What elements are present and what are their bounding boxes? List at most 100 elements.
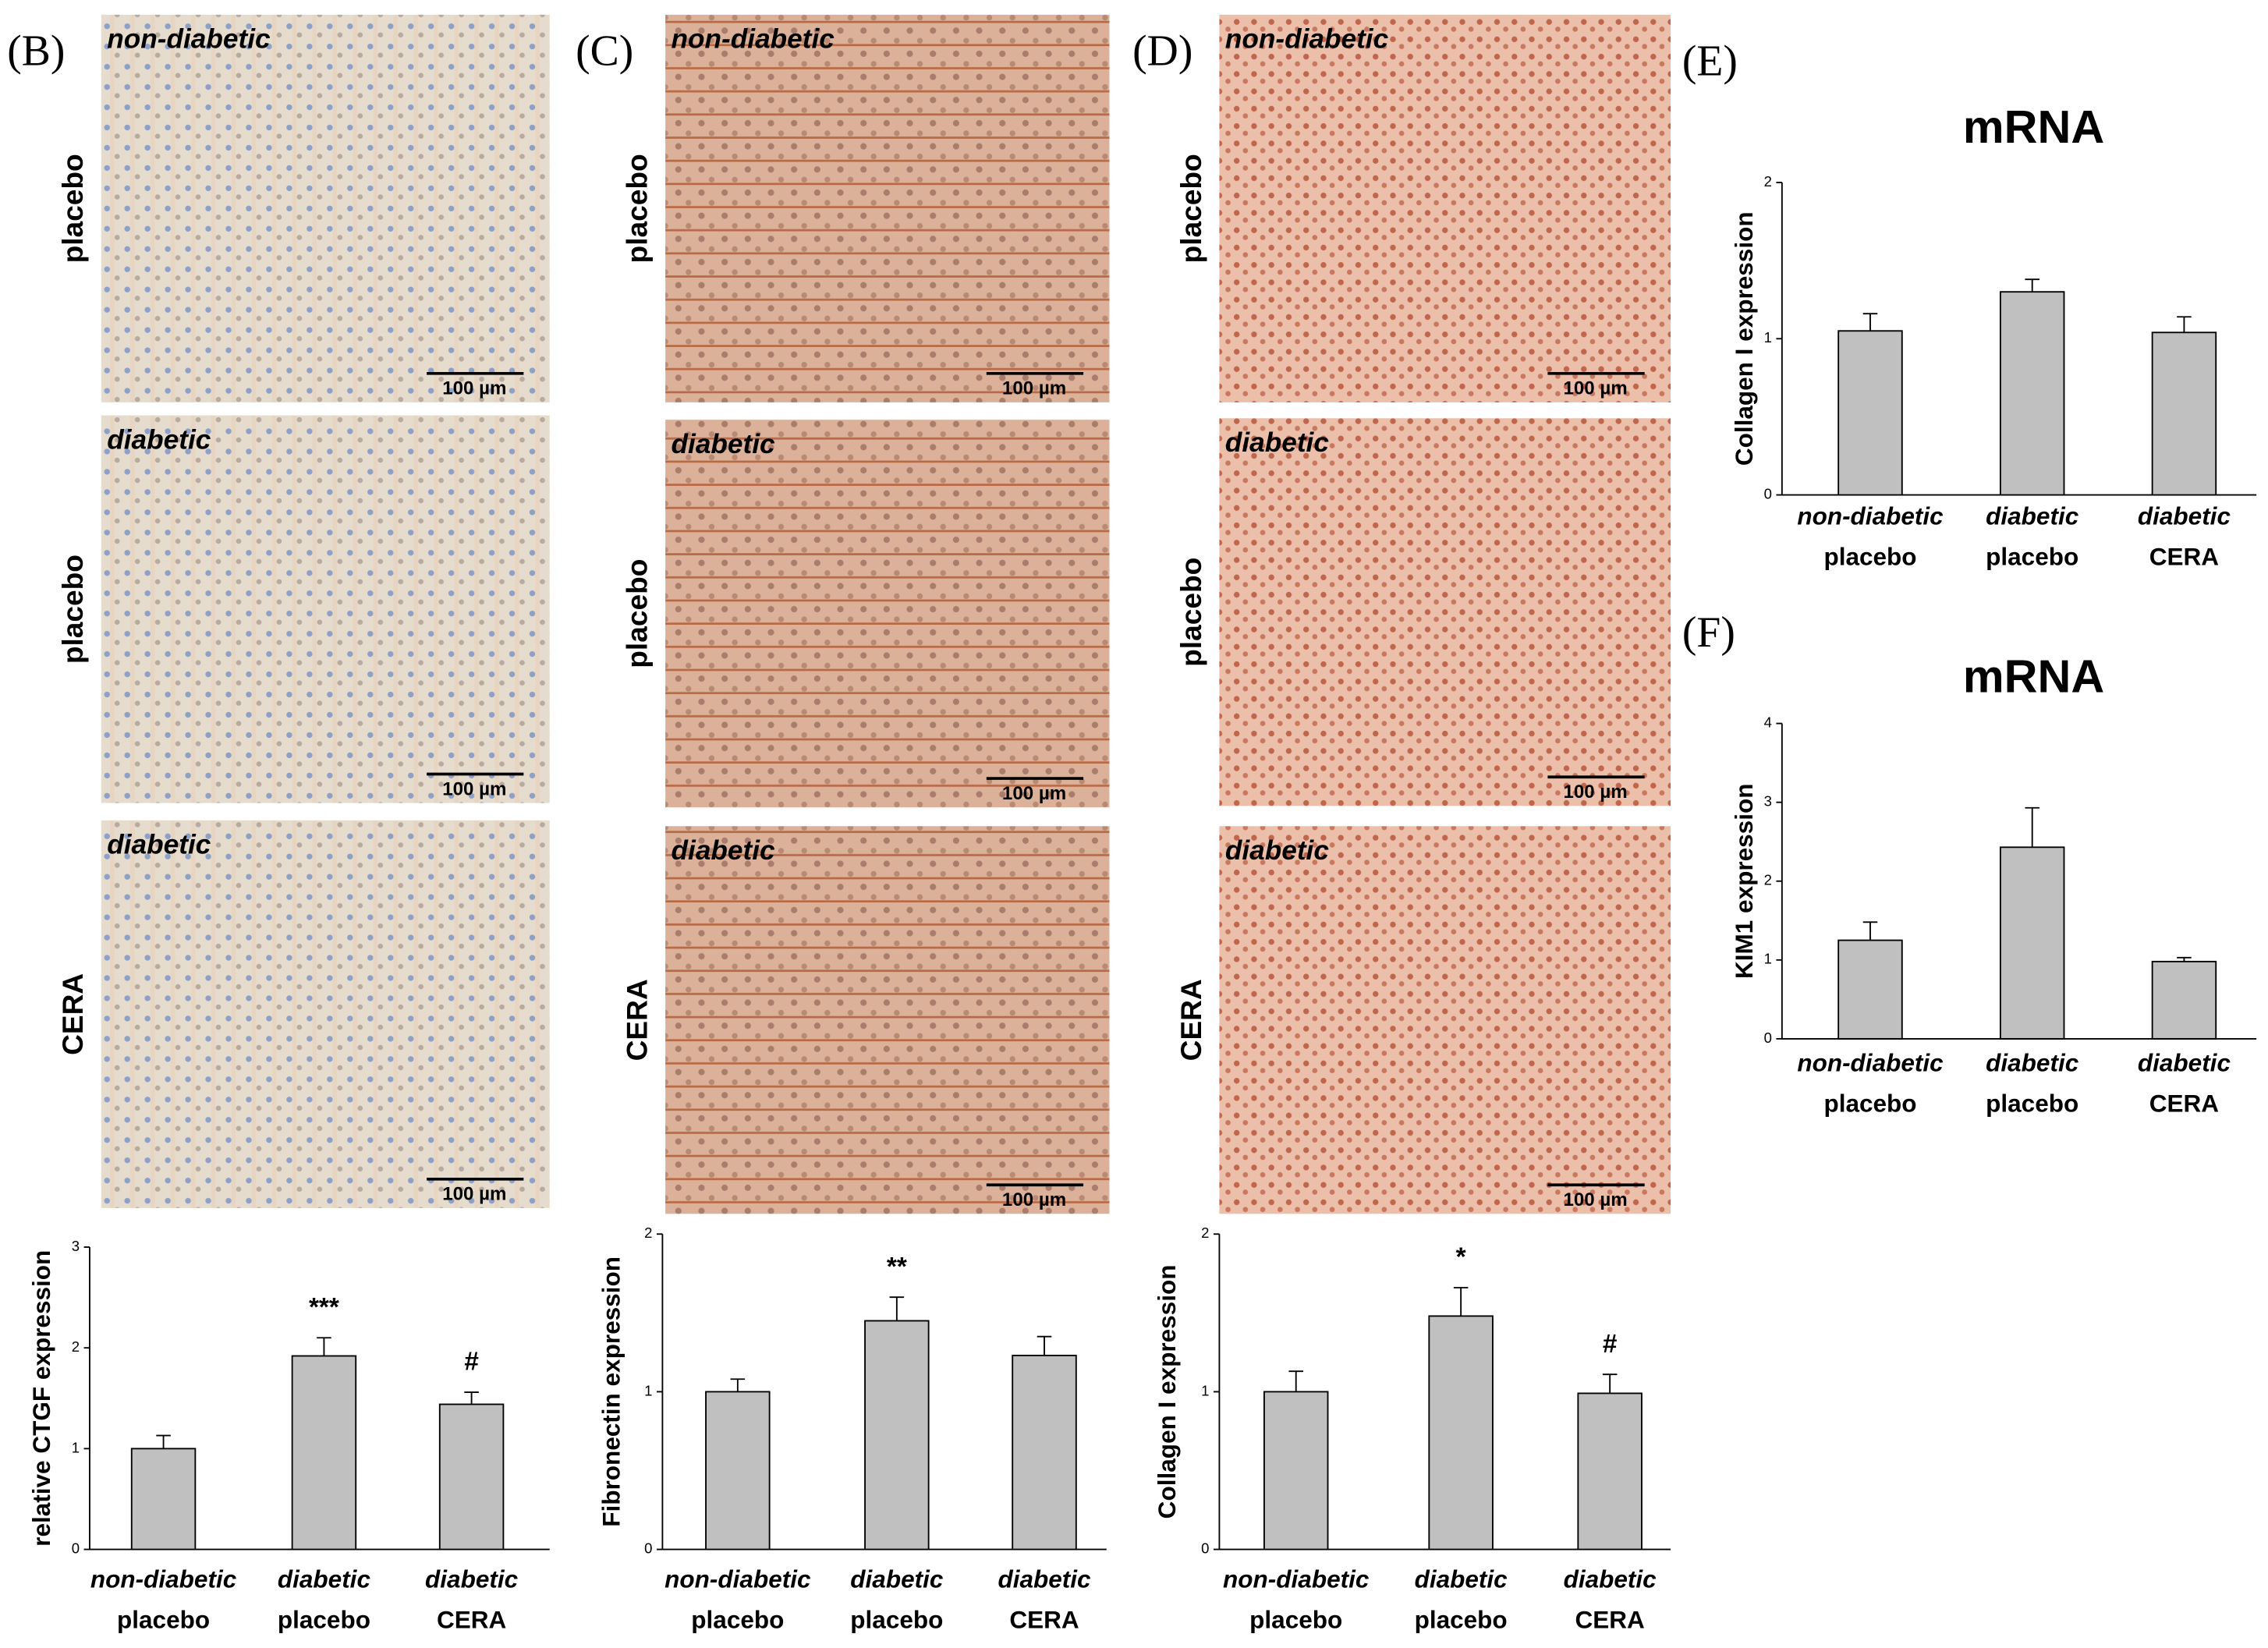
significance: ** (887, 1253, 907, 1281)
treatment-label: placebo (621, 559, 654, 668)
treatment-label: placebo (621, 154, 654, 263)
x-tick-label: diabetic (850, 1565, 944, 1593)
x-tick-label: placebo (850, 1606, 943, 1634)
y-tick-label: 0 (1201, 1540, 1209, 1556)
x-tick-label: diabetic (1986, 502, 2079, 530)
panel-label: (E) (1682, 37, 1738, 86)
x-tick-label: non-diabetic (1797, 1049, 1944, 1077)
x-tick-label: placebo (1823, 1090, 1916, 1118)
y-tick-label: 3 (72, 1238, 80, 1254)
x-tick-label: diabetic (1564, 1565, 1657, 1593)
bar (2151, 331, 2217, 496)
bar (1577, 1392, 1643, 1551)
scale-label: 100 µm (1002, 378, 1066, 399)
y-tick-label: 2 (1201, 1224, 1209, 1241)
x-tick-label: placebo (117, 1606, 210, 1634)
significance: # (464, 1348, 479, 1377)
significance: *** (309, 1293, 339, 1322)
bar (705, 1391, 771, 1551)
y-tick-label: 0 (1764, 485, 1772, 501)
y-tick-label: 1 (1764, 329, 1772, 346)
bar (1428, 1315, 1494, 1551)
y-tick-label: 2 (72, 1338, 80, 1355)
y-tick-label: 1 (644, 1382, 652, 1398)
condition-label: diabetic (672, 835, 775, 866)
micrograph (1219, 418, 1671, 806)
significance: # (1603, 1330, 1618, 1359)
treatment-label: placebo (56, 154, 89, 263)
x-tick-label: CERA (1009, 1606, 1079, 1634)
x-tick-label: diabetic (1986, 1049, 2079, 1077)
bar (864, 1320, 930, 1551)
bar (1837, 939, 1903, 1040)
condition-label: diabetic (107, 830, 211, 860)
treatment-label: CERA (1175, 979, 1207, 1061)
x-tick-label: placebo (1986, 543, 2078, 571)
y-tick-label: 2 (644, 1224, 652, 1241)
condition-label: non-diabetic (672, 24, 835, 55)
x-tick-label: diabetic (998, 1565, 1091, 1593)
x-tick-label: diabetic (278, 1565, 371, 1593)
condition-label: diabetic (672, 429, 775, 459)
panel-label: (C) (576, 27, 633, 76)
x-tick-label: non-diabetic (1797, 502, 1944, 530)
treatment-label: placebo (56, 555, 89, 664)
panel-label: (B) (7, 27, 65, 76)
treatment-label: placebo (1175, 558, 1207, 667)
panel-label: (D) (1132, 27, 1192, 76)
x-tick-label: placebo (1823, 543, 1916, 571)
bar (1012, 1355, 1077, 1551)
micrograph (665, 14, 1110, 402)
y-tick-label: 3 (1764, 793, 1772, 810)
y-tick-label: 1 (1764, 951, 1772, 967)
condition-label: non-diabetic (107, 24, 271, 55)
y-axis-label: Collagen I expression (1153, 1265, 1181, 1519)
bar (130, 1448, 197, 1551)
x-tick-label: CERA (2149, 1090, 2219, 1118)
scale-label: 100 µm (442, 778, 506, 799)
bar (1263, 1391, 1329, 1551)
y-tick-label: 2 (1764, 872, 1772, 888)
x-tick-label: placebo (1249, 1606, 1342, 1634)
treatment-label: placebo (1175, 154, 1207, 263)
chart-title: mRNA (1963, 101, 2104, 153)
y-axis-label: relative CTGF expression (27, 1250, 55, 1547)
x-tick-label: placebo (278, 1606, 370, 1634)
x-tick-label: placebo (1415, 1606, 1508, 1634)
scale-label: 100 µm (1002, 1189, 1066, 1210)
y-axis-label: Collagen I expression (1730, 211, 1758, 466)
y-axis-label: Fibronectin expression (597, 1256, 625, 1527)
scale-label: 100 µm (1564, 781, 1628, 803)
micrograph (101, 820, 550, 1208)
significance: * (1456, 1243, 1466, 1272)
x-tick-label: non-diabetic (90, 1565, 237, 1593)
scale-label: 100 µm (442, 378, 506, 399)
y-tick-label: 0 (1764, 1030, 1772, 1046)
micrograph (101, 14, 550, 402)
y-tick-label: 1 (72, 1439, 80, 1455)
x-tick-label: non-diabetic (1223, 1565, 1370, 1593)
x-tick-label: diabetic (2138, 1049, 2231, 1077)
x-tick-label: non-diabetic (664, 1565, 811, 1593)
x-tick-label: placebo (1986, 1090, 2078, 1118)
x-tick-label: diabetic (425, 1565, 519, 1593)
y-tick-label: 2 (1764, 173, 1772, 190)
scale-label: 100 µm (1564, 1189, 1628, 1210)
micrograph (665, 826, 1110, 1214)
bar (1837, 330, 1903, 496)
x-tick-label: placebo (691, 1606, 784, 1634)
x-tick-label: diabetic (2138, 502, 2231, 530)
y-axis-label: KIM1 expression (1730, 784, 1758, 979)
x-tick-label: CERA (1575, 1606, 1645, 1634)
scale-label: 100 µm (1564, 378, 1628, 399)
y-tick-label: 0 (644, 1540, 652, 1556)
condition-label: diabetic (107, 424, 211, 455)
bar (2151, 960, 2217, 1040)
x-tick-label: CERA (437, 1606, 506, 1634)
micrograph (1219, 14, 1671, 402)
scale-label: 100 µm (1002, 783, 1066, 804)
x-tick-label: CERA (2149, 543, 2219, 571)
micrograph (1219, 826, 1671, 1214)
bar (291, 1355, 357, 1551)
